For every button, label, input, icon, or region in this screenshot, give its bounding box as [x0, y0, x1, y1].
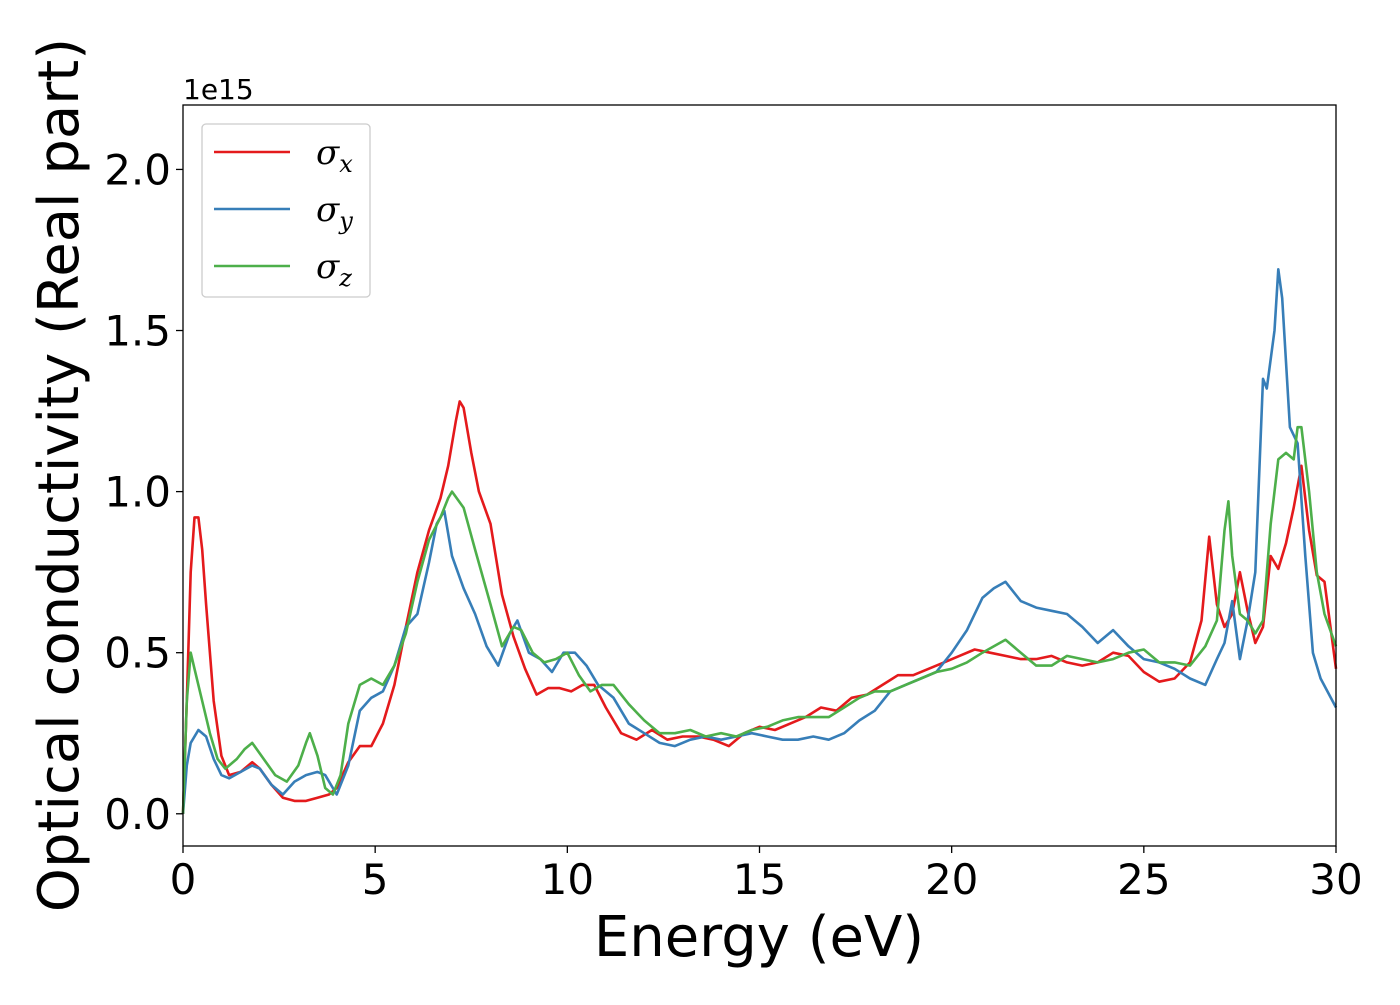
x-axis-label: Energy (eV): [594, 905, 924, 970]
x-tick-label: 30: [1309, 855, 1362, 904]
y-tick-label: 2.0: [104, 145, 171, 194]
x-tick-label: 25: [1117, 855, 1170, 904]
series-line-z: [181, 425, 1338, 814]
legend-label-z: σz: [316, 247, 352, 292]
y-tick-label: 0.5: [104, 629, 171, 678]
x-tick-label: 15: [733, 855, 786, 904]
series-layer: [181, 268, 1338, 814]
y-tick-label: 1.0: [104, 468, 171, 517]
y-tick-label: 1.5: [104, 307, 171, 356]
y-tick-label: 0.0: [104, 790, 171, 839]
x-tick-label: 10: [541, 855, 594, 904]
x-tick-label: 20: [925, 855, 978, 904]
x-tick-label: 0: [170, 855, 197, 904]
legend-label-x: σx: [316, 133, 353, 178]
legend-label-y: σy: [316, 190, 353, 235]
y-axis-label: Optical conductivity (Real part): [27, 38, 92, 912]
legend: σx σy σz: [201, 123, 371, 298]
x-axis-ticks: 0 5 10 15 20 25 30: [170, 846, 1363, 904]
legend-box: [201, 123, 371, 298]
series-line-y: [181, 268, 1338, 814]
y-offset-label: 1e15: [183, 73, 254, 106]
series-line-x: [181, 400, 1338, 814]
y-axis-ticks: 0.0 0.5 1.0 1.5 2.0: [104, 145, 183, 839]
plot-background: [183, 105, 1336, 846]
x-tick-label: 5: [362, 855, 389, 904]
